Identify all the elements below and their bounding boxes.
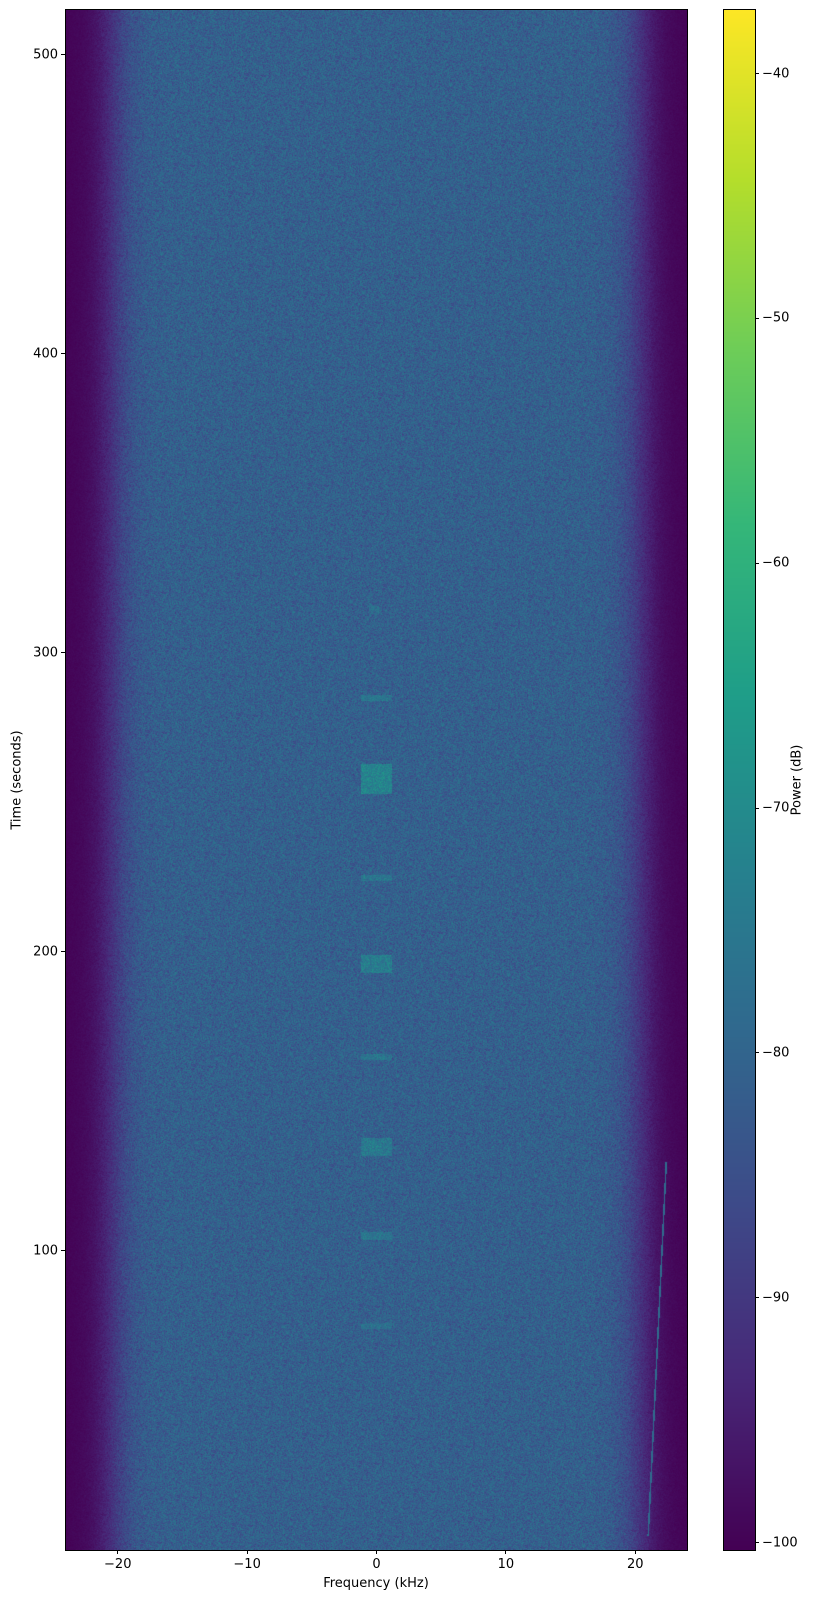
colorbar-tick-label: −60 [762,555,790,571]
colorbar-tick-mark [755,1297,759,1299]
y-tick-mark [61,951,65,953]
x-tick-mark [505,1550,507,1554]
y-tick-label: 100 [33,1243,58,1259]
colorbar-tick-label: −50 [762,310,790,326]
colorbar-tick-label: −40 [762,66,790,82]
x-tick-label: 20 [626,1557,644,1572]
y-tick-label: 500 [33,47,58,63]
colorbar-tick-mark [755,1052,759,1054]
x-axis-label: Frequency (kHz) [323,1576,429,1591]
y-axis-label: Time (seconds) [9,730,25,830]
x-tick-mark [376,1550,377,1554]
colorbar [724,10,755,1550]
y-tick-mark [61,652,65,654]
y-tick-label: 300 [33,645,58,661]
spectrogram-plot-area [66,10,687,1550]
colorbar-tick-label: −90 [762,1290,790,1306]
x-tick-label: −10 [233,1557,261,1572]
y-tick-mark [61,1250,65,1252]
colorbar-tick-mark [755,317,759,319]
colorbar-tick-mark [755,1542,759,1544]
x-tick-label: 0 [372,1557,381,1572]
colorbar-tick-label: −100 [762,1535,798,1551]
colorbar-tick-mark [755,73,759,75]
spectrogram-heatmap [66,10,687,1550]
x-tick-mark [634,1550,636,1554]
y-tick-mark [61,353,65,355]
x-tick-label: −20 [104,1557,132,1572]
colorbar-label: Power (dB) [789,744,805,816]
x-tick-mark [117,1550,119,1554]
colorbar-tick-mark [755,562,759,564]
colorbar-tick-mark [755,807,759,809]
colorbar-tick-label: −80 [762,1045,790,1061]
colorbar-tick-label: −70 [762,800,790,816]
x-tick-mark [246,1550,248,1554]
y-tick-mark [61,54,65,56]
y-tick-label: 200 [33,944,58,960]
x-tick-label: 10 [497,1557,515,1572]
y-tick-label: 400 [33,346,58,362]
